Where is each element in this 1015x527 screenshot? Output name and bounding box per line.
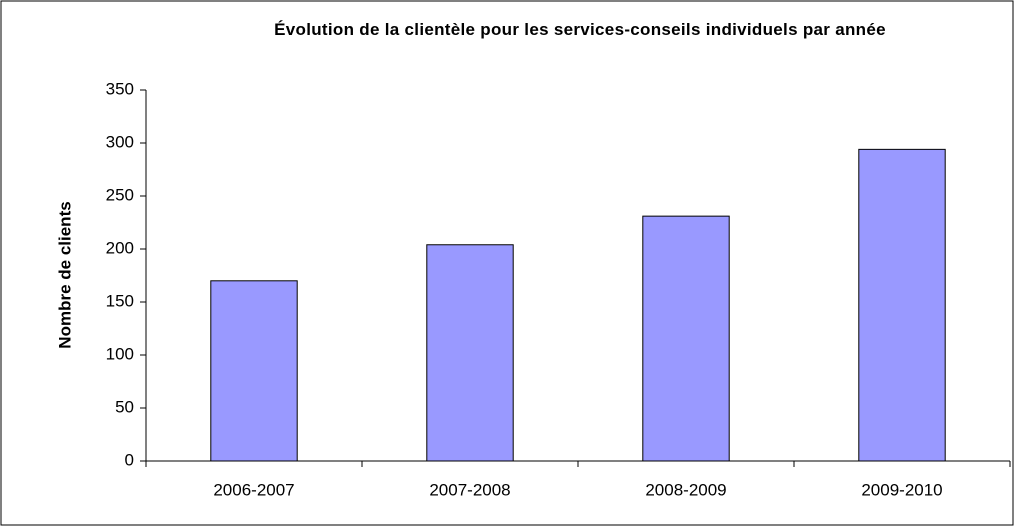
y-tick-label: 250 (106, 185, 134, 204)
y-tick-label: 100 (106, 344, 134, 363)
x-tick-label: 2006-2007 (213, 480, 294, 499)
y-tick-label: 150 (106, 291, 134, 310)
bar (426, 244, 514, 462)
chart-title: Évolution de la clientèle pour les servi… (274, 20, 886, 39)
y-tick-label: 300 (106, 132, 134, 151)
x-tick-label: 2008-2009 (645, 480, 726, 499)
x-tick-label: 2009-2010 (861, 480, 942, 499)
bar (210, 280, 298, 462)
x-tick-label: 2007-2008 (429, 480, 510, 499)
y-tick-label: 50 (115, 397, 134, 416)
bar (642, 215, 730, 462)
bar (858, 148, 946, 462)
y-axis-label: Nombre de clients (55, 201, 74, 348)
y-tick-label: 200 (106, 238, 134, 257)
y-tick-label: 350 (106, 79, 134, 98)
y-tick-label: 0 (125, 450, 134, 469)
